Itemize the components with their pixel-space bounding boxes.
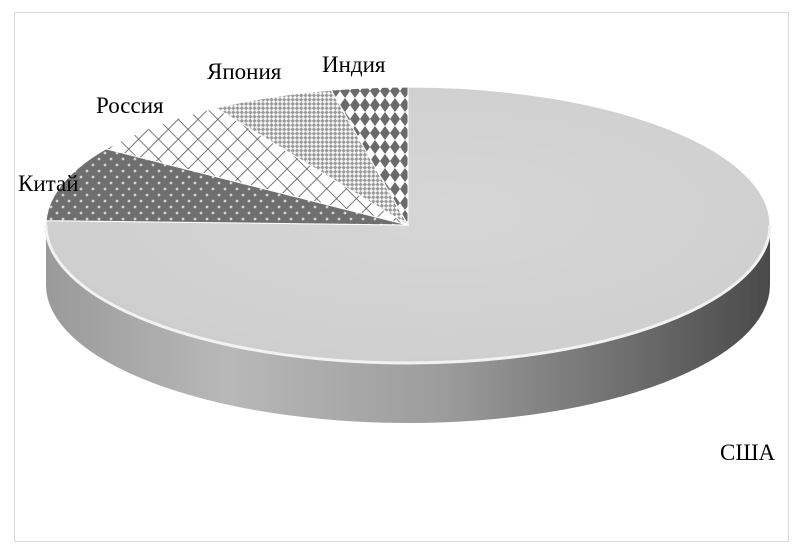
pie-rim-highlight xyxy=(44,224,772,365)
slice-label-1: Китай xyxy=(18,171,79,196)
pie-slice-2 xyxy=(104,107,409,226)
slice-label-0: США xyxy=(720,440,776,465)
pie-slice-4 xyxy=(330,86,409,227)
pie-side-wall xyxy=(46,225,770,423)
slice-label-2: Россия xyxy=(96,93,164,118)
slice-label-3: Япония xyxy=(207,59,282,84)
slice-label-4: Индия xyxy=(322,52,386,77)
chart-frame xyxy=(14,12,789,542)
pie-slice-1 xyxy=(45,148,409,226)
